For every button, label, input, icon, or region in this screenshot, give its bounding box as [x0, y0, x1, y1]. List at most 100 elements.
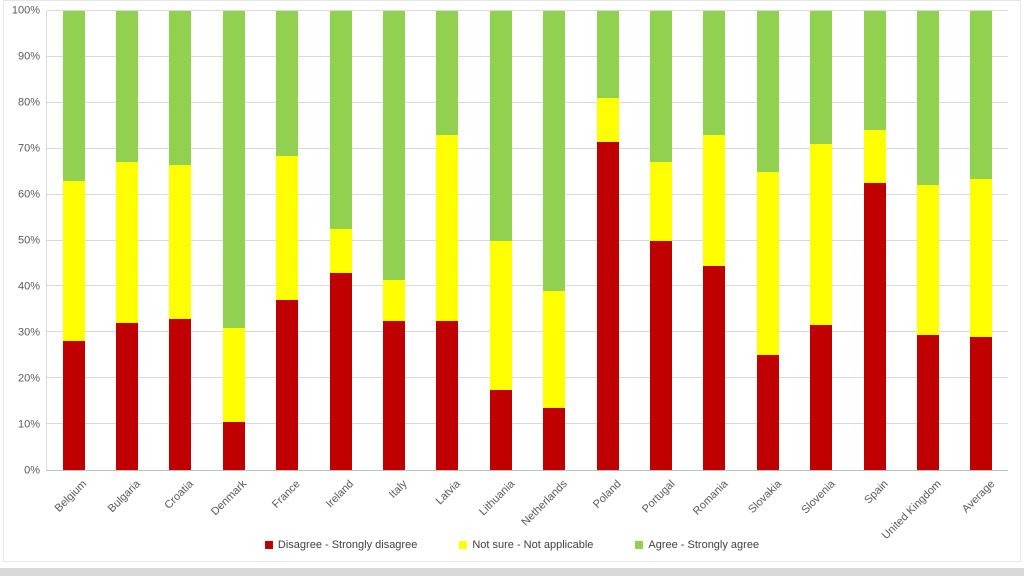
- bar-column-italy: [367, 11, 420, 470]
- bar-column-lithuania: [474, 11, 527, 470]
- gridline: [47, 285, 1008, 287]
- plot-row: 0% 10% 20% 30% 40% 50% 60% 70% 80% 90% 100%: [4, 5, 1020, 476]
- legend-item: Disagree - Strongly disagree: [264, 539, 417, 551]
- bar-segment: [649, 11, 672, 163]
- legend-label: Agree - Strongly agree: [648, 539, 760, 551]
- stacked-bar: [863, 11, 886, 470]
- bar-segment: [116, 323, 139, 470]
- stacked-bar: [810, 11, 833, 470]
- x-axis-labels: Belgium Bulgaria Croatia Denmark France Irela…: [46, 471, 1008, 542]
- bar-segment: [596, 11, 619, 99]
- x-label-slot: Latvia: [420, 471, 473, 535]
- gridline: [47, 10, 1008, 11]
- bar-segment: [383, 279, 406, 321]
- bar-column-slovenia: [794, 11, 847, 470]
- x-axis-label: Italy: [387, 478, 410, 501]
- x-label-slot: Lithuania: [474, 471, 527, 535]
- stacked-bar: [970, 11, 993, 470]
- bottom-strip: [0, 568, 1024, 576]
- legend: Disagree - Strongly disagree Not sure - N…: [4, 539, 1020, 551]
- bar-segment: [703, 11, 726, 135]
- bar-segment: [383, 320, 406, 470]
- legend-item: Agree - Strongly agree: [635, 539, 759, 551]
- x-label-slot: Denmark: [206, 471, 259, 535]
- x-axis-label: Slovakia: [746, 478, 784, 516]
- stacked-bar: [222, 11, 245, 470]
- bar-segment: [970, 336, 993, 470]
- bar-segment: [116, 11, 139, 163]
- stacked-bar: [116, 11, 139, 470]
- bars: [47, 11, 1008, 470]
- bar-segment: [489, 389, 512, 470]
- bar-segment: [222, 421, 245, 470]
- x-axis-label: Portugal: [639, 478, 678, 516]
- x-axis-label: Denmark: [209, 478, 250, 519]
- bar-column-portugal: [634, 11, 687, 470]
- bar-column-spain: [848, 11, 901, 470]
- bar-segment: [436, 320, 459, 470]
- bar-segment: [703, 134, 726, 266]
- y-tick-label: 10%: [17, 418, 40, 431]
- stacked-bar: [916, 11, 939, 470]
- bar-column-average: [955, 11, 1008, 470]
- y-tick-label: 20%: [17, 372, 40, 385]
- gridline: [47, 331, 1008, 333]
- x-label-slot: Croatia: [153, 471, 206, 535]
- x-axis-label: Ireland: [324, 478, 357, 511]
- bar-segment: [543, 408, 566, 470]
- y-tick-label: 50%: [17, 234, 40, 247]
- x-label-slot: France: [260, 471, 313, 535]
- bar-segment: [276, 155, 299, 301]
- x-axis-label: Slovenia: [799, 478, 838, 517]
- gridline: [47, 101, 1008, 103]
- bar-column-ireland: [314, 11, 367, 470]
- y-tick-label: 80%: [17, 96, 40, 109]
- y-tick-label: 90%: [17, 50, 40, 63]
- bar-segment: [436, 11, 459, 135]
- x-label-slot: Average: [954, 471, 1007, 535]
- x-axis-label: Poland: [590, 478, 624, 511]
- bar-segment: [489, 240, 512, 390]
- bar-segment: [596, 98, 619, 142]
- stacked-bar: [489, 11, 512, 470]
- bar-segment: [62, 11, 85, 181]
- x-label-slot: Poland: [580, 471, 633, 535]
- legend-swatch: [635, 541, 644, 549]
- bar-segment: [329, 272, 352, 470]
- bar-column-romania: [688, 11, 741, 470]
- x-axis-label: Romania: [690, 478, 731, 518]
- bar-segment: [810, 144, 833, 326]
- bar-segment: [863, 130, 886, 184]
- x-axis-label: Lithuania: [476, 478, 517, 519]
- stacked-bar: [543, 11, 566, 470]
- x-axis-label: Spain: [862, 478, 891, 507]
- gridline: [47, 55, 1008, 57]
- stacked-bar: [649, 11, 672, 470]
- bar-segment: [916, 185, 939, 335]
- bar-segment: [489, 11, 512, 241]
- bar-segment: [222, 327, 245, 422]
- bar-column-denmark: [207, 11, 260, 470]
- bar-segment: [276, 11, 299, 156]
- x-axis-label: Average: [960, 478, 998, 516]
- y-tick-label: 40%: [17, 280, 40, 293]
- bar-segment: [863, 11, 886, 131]
- bar-column-united-kingdom: [901, 11, 954, 470]
- bar-column-poland: [581, 11, 634, 470]
- bar-segment: [810, 325, 833, 470]
- bar-column-slovakia: [741, 11, 794, 470]
- stacked-bar: [383, 11, 406, 470]
- gridline: [47, 147, 1008, 149]
- bar-column-netherlands: [528, 11, 581, 470]
- bar-column-belgium: [47, 11, 100, 470]
- legend-swatch: [459, 541, 468, 549]
- bar-segment: [543, 11, 566, 292]
- y-tick-label: 70%: [17, 142, 40, 155]
- legend-swatch: [264, 541, 273, 549]
- x-axis-label: France: [270, 478, 303, 511]
- x-label-slot: Netherlands: [520, 471, 580, 535]
- x-label-slot: Portugal: [634, 471, 687, 535]
- x-axis-row: Belgium Bulgaria Croatia Denmark France Irela…: [4, 471, 1020, 542]
- bar-segment: [863, 183, 886, 470]
- bar-segment: [222, 11, 245, 328]
